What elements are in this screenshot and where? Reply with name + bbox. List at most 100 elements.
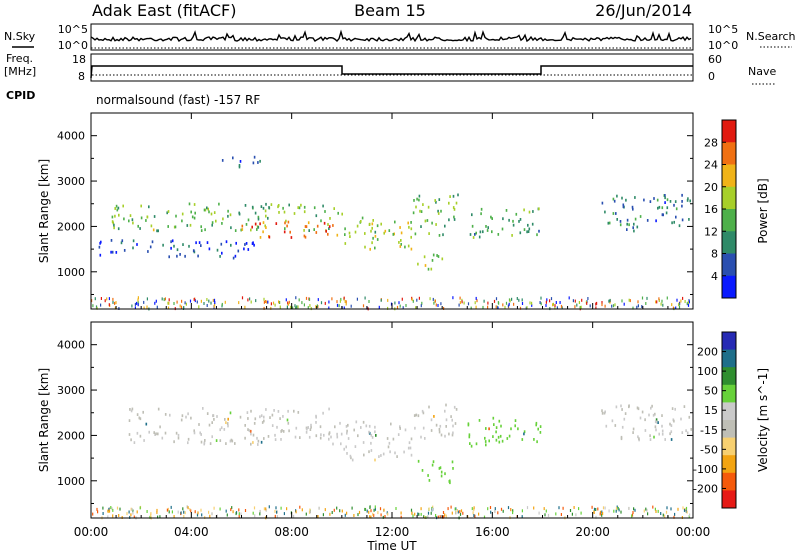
velocity-noise-cell: [674, 512, 676, 516]
power-cell: [250, 228, 252, 232]
velocity-noise-cell: [180, 511, 182, 515]
velocity-cell: [521, 438, 524, 441]
velocity-cell: [190, 416, 192, 420]
power-noise-cell: [238, 301, 240, 305]
power-cell: [150, 224, 153, 228]
power-noise-cell: [184, 301, 186, 305]
power-cell: [625, 198, 627, 202]
freq-tick-top: 18: [72, 53, 86, 66]
power-colorbar-tick: 28: [704, 136, 718, 149]
power-cell: [633, 222, 635, 226]
velocity-noise-cell: [412, 514, 414, 518]
velocity-cell: [680, 417, 682, 421]
power-cell: [438, 198, 441, 201]
velocity-cell: [654, 412, 656, 416]
power-cell: [327, 232, 329, 236]
velocity-cell: [263, 437, 265, 440]
velocity-cell: [450, 415, 452, 418]
velocity-noise-cell: [139, 506, 141, 510]
power-cell: [307, 221, 310, 225]
power-cell: [200, 229, 203, 232]
velocity-noise-cell: [617, 506, 619, 510]
power-cell: [410, 235, 412, 239]
velocity-cell: [648, 413, 650, 417]
velocity-cell: [661, 424, 663, 428]
power-cell: [348, 231, 351, 235]
velocity-noise-cell: [521, 509, 523, 513]
power-noise-cell: [589, 304, 591, 308]
velocity-cell: [244, 424, 246, 427]
velocity-cell: [362, 420, 365, 424]
noise-tick-top-left: 10^5: [58, 23, 88, 36]
power-cell: [432, 253, 435, 257]
velocity-cell: [673, 419, 675, 423]
power-cell: [152, 228, 155, 232]
velocity-cell: [249, 429, 252, 433]
power-cell: [245, 223, 248, 226]
velocity-cell: [440, 470, 443, 474]
velocity-cell: [136, 413, 139, 416]
velocity-cell: [451, 433, 454, 437]
noise-tick-bottom-left: 10^0: [58, 39, 88, 52]
power-colorbar-swatch: [722, 231, 736, 254]
power-cell: [264, 209, 267, 213]
power-noise-cell: [263, 297, 265, 301]
power-noise-cell: [671, 303, 673, 307]
velocity-cell: [417, 414, 420, 418]
velocity-colorbar-tick: 100: [697, 365, 718, 378]
power-noise-cell: [339, 299, 341, 303]
velocity-noise-cell: [253, 506, 256, 510]
power-cell: [632, 207, 634, 211]
velocity-cell: [368, 424, 371, 428]
power-cell: [601, 201, 604, 205]
velocity-noise-cell: [555, 512, 557, 516]
velocity-colorbar-tick: -15: [700, 424, 718, 437]
power-cell: [237, 249, 240, 253]
power-cell: [430, 267, 433, 271]
velocity-noise-cell: [382, 515, 384, 519]
velocity-noise-cell: [400, 515, 402, 519]
power-noise-cell: [164, 297, 166, 301]
velocity-cell: [485, 427, 487, 430]
velocity-cell: [212, 414, 214, 418]
velocity-cell: [211, 421, 213, 424]
velocity-noise-cell: [471, 507, 473, 511]
velocity-noise-cell: [305, 512, 307, 516]
velocity-noise-cell: [238, 512, 240, 516]
velocity-colorbar-swatch: [722, 490, 736, 509]
power-cell: [262, 230, 264, 234]
power-noise-cell: [255, 299, 257, 303]
velocity-cell: [297, 411, 300, 414]
power-cell: [394, 220, 396, 224]
velocity-noise-cell: [487, 507, 489, 511]
power-cell: [664, 194, 666, 197]
velocity-cell: [417, 459, 420, 463]
velocity-noise-cell: [688, 515, 690, 519]
power-cell: [115, 251, 118, 254]
power-noise-cell: [679, 302, 681, 306]
power-noise-cell: [161, 297, 163, 301]
velocity-cell: [649, 434, 651, 438]
velocity-noise-cell: [400, 511, 402, 515]
power-cell: [360, 220, 362, 223]
velocity-noise-cell: [102, 506, 104, 510]
power-noise-cell: [429, 297, 431, 301]
power-cell: [99, 253, 102, 257]
power-colorbar-tick: 4: [711, 270, 718, 283]
power-cell: [220, 242, 223, 246]
power-cell: [337, 211, 339, 215]
power-colorbar: 28 24 20 16 12 8 4: [704, 119, 737, 299]
velocity-cell: [644, 418, 646, 422]
power-noise-cell: [581, 298, 583, 302]
power-noise-cell: [487, 305, 489, 309]
noise-right-label: N.Search: [746, 30, 796, 43]
power-cell: [251, 205, 254, 209]
power-cell: [218, 202, 220, 206]
power-noise-cell: [574, 299, 576, 303]
velocity-cell: [349, 454, 352, 458]
velocity-noise-cell: [497, 511, 499, 515]
velocity-cell: [389, 450, 391, 454]
velocity-cell: [438, 428, 441, 431]
velocity-noise-cell: [654, 507, 656, 511]
velocity-cell: [294, 435, 297, 439]
